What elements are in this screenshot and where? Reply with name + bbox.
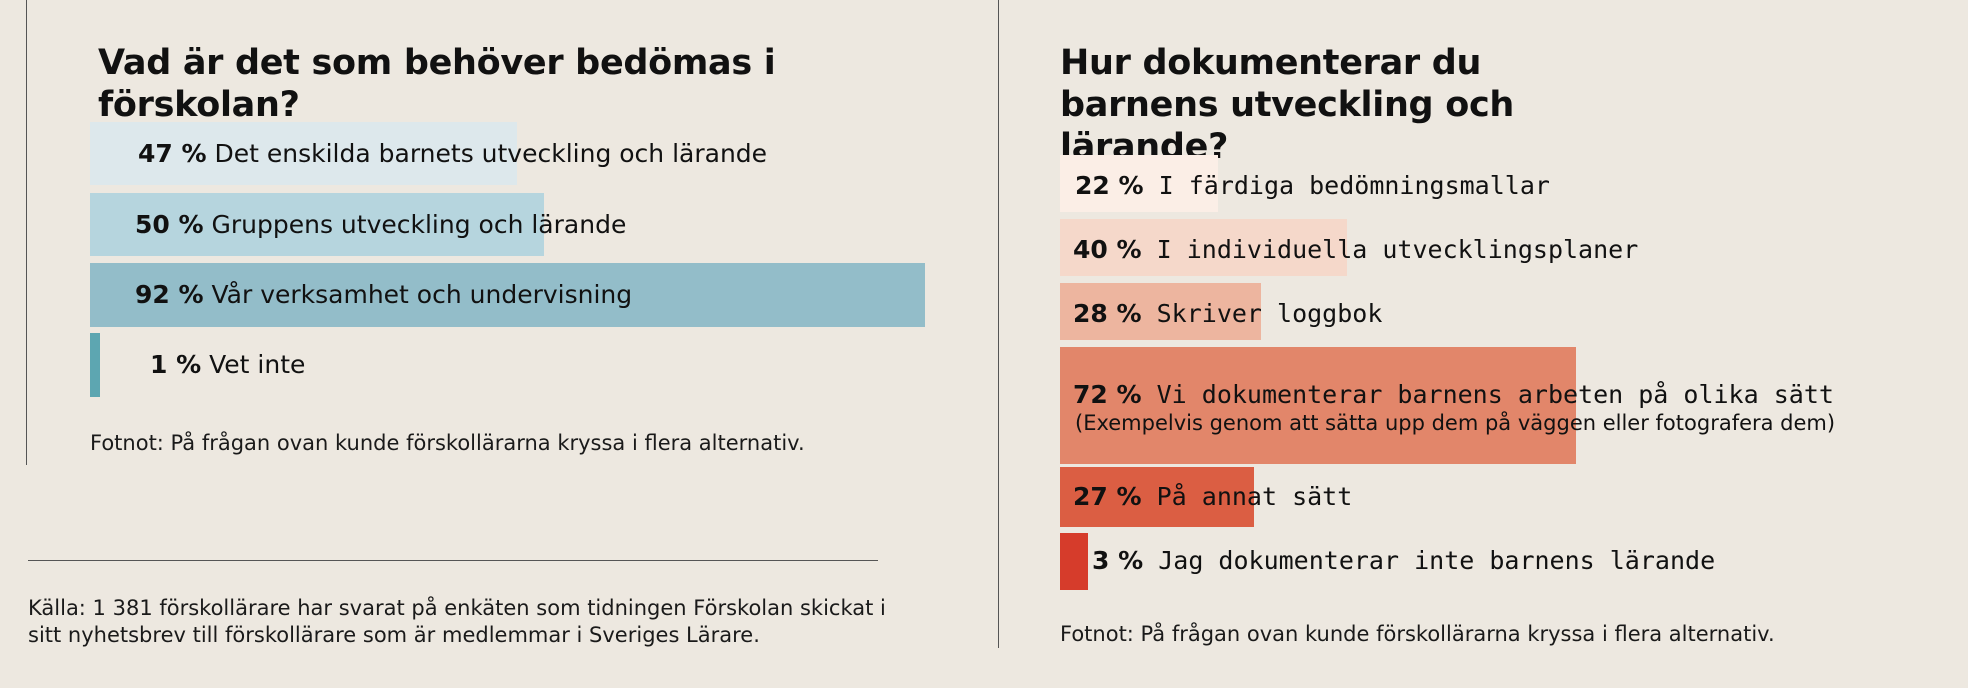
bar-label: 22 % I färdiga bedömningsmallar bbox=[1075, 171, 1550, 201]
bar-annotation: (Exempelvis genom att sätta upp dem på v… bbox=[1075, 411, 1836, 435]
bar bbox=[1060, 533, 1088, 590]
bar-label: 28 % Skriver loggbok bbox=[1073, 299, 1382, 329]
bar-value-label: 28 % bbox=[1073, 299, 1142, 328]
bar bbox=[90, 193, 544, 256]
bar-label: 27 % På annat sätt bbox=[1073, 482, 1352, 512]
bar-category-label: Vår verksamhet och undervisning bbox=[211, 280, 633, 309]
bar-category-label: Vi dokumenterar barnens arbeten på olika… bbox=[1156, 380, 1834, 409]
bar bbox=[1060, 283, 1261, 340]
left-chart-title: Vad är det som behöver bedömas i förskol… bbox=[98, 43, 776, 125]
bar-category-label: I individuella utvecklingsplaner bbox=[1156, 235, 1639, 264]
source-note: Källa: 1 381 förskollärare har svarat på… bbox=[28, 596, 886, 647]
bar bbox=[1060, 347, 1577, 464]
bar-category-label: På annat sätt bbox=[1156, 482, 1353, 511]
bar-value-label: 47 % bbox=[138, 138, 207, 168]
bar-category-label: Det enskilda barnets utveckling och lära… bbox=[214, 138, 768, 168]
bar-value-label: 27 % bbox=[1073, 482, 1142, 511]
left-footnote: Fotnot: På frågan ovan kunde förskollära… bbox=[90, 431, 805, 455]
right-chart-title: Hur dokumenterar du barnens utveckling o… bbox=[1060, 43, 1515, 167]
bar bbox=[1060, 219, 1347, 276]
bar-category-label: Vet inte bbox=[209, 350, 306, 379]
bar bbox=[90, 122, 517, 185]
bar-category-label: Gruppens utveckling och lärande bbox=[211, 209, 627, 239]
bar bbox=[90, 263, 926, 327]
bar-category-label: Jag dokumenterar inte barnens lärande bbox=[1158, 546, 1716, 575]
bar bbox=[1060, 467, 1254, 527]
bar-label: 47 % Det enskilda barnets utveckling och… bbox=[138, 139, 767, 169]
bar-value-label: 22 % bbox=[1075, 171, 1144, 200]
bar-value-label: 50 % bbox=[135, 209, 204, 239]
right-footnote: Fotnot: På frågan ovan kunde förskollära… bbox=[1060, 622, 1775, 646]
bar-label: 1 % Vet inte bbox=[150, 350, 305, 380]
bar bbox=[1060, 155, 1218, 212]
bar-label: 72 % Vi dokumenterar barnens arbeten på … bbox=[1073, 380, 1834, 410]
source-divider bbox=[28, 560, 878, 561]
bar-value-label: 92 % bbox=[135, 280, 204, 309]
bar-value-label: 72 % bbox=[1073, 380, 1142, 409]
bar-label: 40 % I individuella utvecklingsplaner bbox=[1073, 235, 1638, 265]
bar-value-label: 40 % bbox=[1073, 235, 1142, 264]
bar-label: 92 % Vår verksamhet och undervisning bbox=[135, 280, 632, 310]
center-divider bbox=[998, 0, 999, 648]
bar-label: 50 % Gruppens utveckling och lärande bbox=[135, 210, 626, 240]
bar-value-label: 1 % bbox=[150, 350, 202, 379]
bar-category-label: Skriver loggbok bbox=[1156, 299, 1383, 328]
bar bbox=[90, 333, 100, 397]
left-axis-line bbox=[26, 0, 27, 465]
bar-label: 3 % Jag dokumenterar inte barnens lärand… bbox=[1092, 546, 1715, 576]
bar-value-label: 3 % bbox=[1092, 546, 1144, 575]
bar-category-label: I färdiga bedömningsmallar bbox=[1158, 171, 1550, 200]
